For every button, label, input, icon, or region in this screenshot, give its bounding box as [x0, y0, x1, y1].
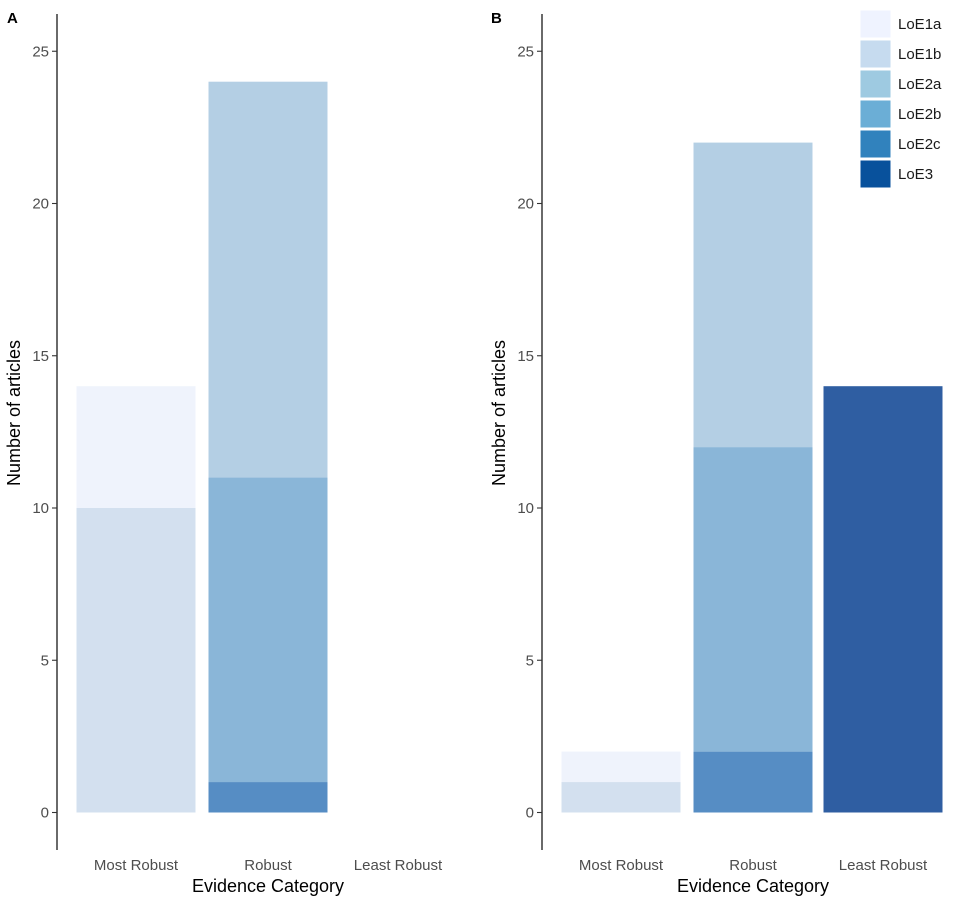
x-tick-label: Robust [244, 857, 292, 874]
bar-b-robust-loe2a [693, 142, 813, 448]
y-tick-label: 15 [32, 348, 49, 365]
y-axis-title: Number of articles [4, 340, 24, 486]
legend-label-loe2c: LoE2c [898, 136, 941, 153]
legend-swatch-loe1a [859, 9, 892, 39]
y-tick-label: 5 [41, 652, 49, 669]
y-tick-label: 0 [41, 805, 49, 822]
x-tick-label: Most Robust [94, 857, 179, 874]
bar-b-robust-loe2b [693, 447, 813, 752]
legend-swatch-loe3 [859, 159, 892, 189]
legend-swatch-loe2c [859, 129, 892, 159]
legend-label-loe3: LoE3 [898, 166, 933, 183]
bar-a-robust-loe2c [208, 782, 328, 813]
y-tick-label: 5 [526, 652, 534, 669]
legend-swatch-loe2a [859, 69, 892, 99]
bar-b-least-robust-loe3 [823, 386, 943, 813]
bar-a-robust-loe2b [208, 477, 328, 783]
legend-swatch-loe2b [859, 99, 892, 129]
y-tick-label: 10 [32, 500, 49, 517]
panel-label-a: A [7, 10, 18, 27]
bar-a-most-robust-loe1b [76, 508, 196, 813]
y-tick-label: 25 [517, 43, 534, 60]
y-tick-label: 20 [32, 196, 49, 213]
x-tick-label: Robust [729, 857, 777, 874]
bar-a-robust-loe2a [208, 81, 328, 478]
y-tick-label: 15 [517, 348, 534, 365]
y-axis-title: Number of articles [489, 340, 509, 486]
y-tick-label: 20 [517, 196, 534, 213]
x-tick-label: Least Robust [354, 857, 443, 874]
legend-label-loe2b: LoE2b [898, 106, 941, 123]
bar-a-most-robust-loe1a [76, 386, 196, 508]
bar-b-most-robust-loe1b [561, 782, 681, 813]
x-tick-label: Least Robust [839, 857, 928, 874]
y-tick-label: 25 [32, 43, 49, 60]
bar-b-robust-loe2c [693, 751, 813, 813]
panel-label-b: B [491, 10, 502, 27]
x-axis-title: Evidence Category [677, 876, 829, 896]
legend-label-loe1a: LoE1a [898, 16, 942, 33]
bar-b-most-robust-loe1a [561, 751, 681, 783]
y-tick-label: 0 [526, 805, 534, 822]
y-tick-label: 10 [517, 500, 534, 517]
legend-label-loe1b: LoE1b [898, 46, 941, 63]
legend-label-loe2a: LoE2a [898, 76, 942, 93]
x-axis-title: Evidence Category [192, 876, 344, 896]
legend-swatch-loe1b [859, 39, 892, 69]
x-tick-label: Most Robust [579, 857, 664, 874]
